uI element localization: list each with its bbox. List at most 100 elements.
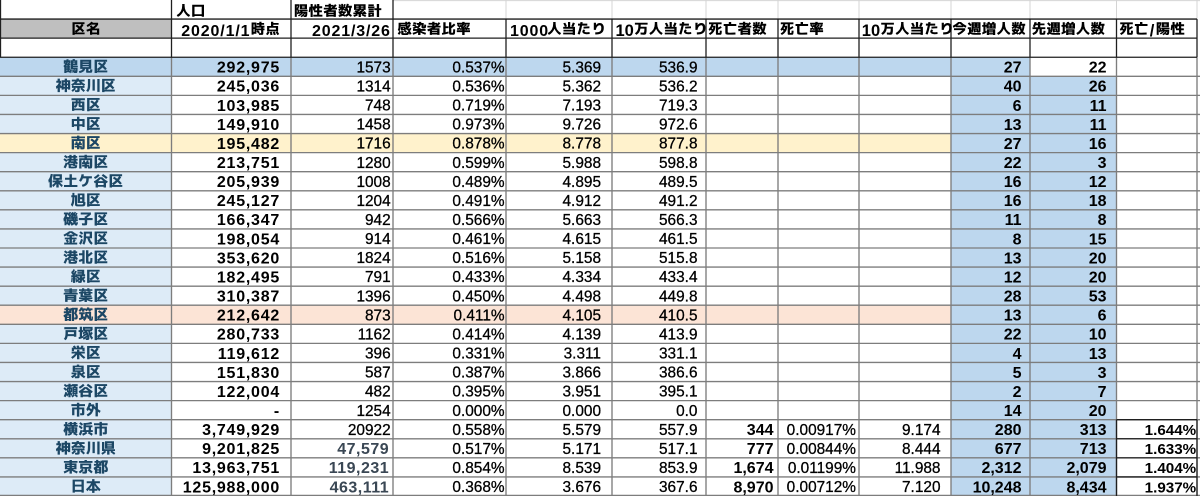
svg-text:8,434: 8,434 [1066, 479, 1106, 496]
svg-text:151,830: 151,830 [217, 365, 280, 382]
svg-text:16: 16 [1089, 136, 1107, 153]
svg-text:367.6: 367.6 [659, 479, 698, 496]
svg-text:10: 10 [1089, 327, 1107, 344]
svg-text:433.4: 433.4 [659, 269, 698, 286]
svg-text:13,963,751: 13,963,751 [192, 460, 280, 477]
svg-text:5.369: 5.369 [562, 59, 601, 76]
svg-text:13: 13 [1004, 308, 1022, 325]
svg-text:5.988: 5.988 [562, 155, 601, 172]
svg-text:27: 27 [1004, 60, 1022, 77]
svg-text:6: 6 [1013, 98, 1022, 115]
svg-text:491.2: 491.2 [659, 193, 698, 210]
svg-text:195,482: 195,482 [217, 136, 280, 153]
svg-text:353,620: 353,620 [217, 250, 280, 267]
svg-text:13: 13 [1004, 117, 1022, 134]
svg-text:386.6: 386.6 [659, 365, 698, 382]
svg-text:0.558%: 0.558% [452, 422, 505, 439]
svg-text:3,749,929: 3,749,929 [202, 422, 280, 439]
svg-text:9,201,825: 9,201,825 [202, 441, 280, 458]
svg-text:47,579: 47,579 [337, 441, 389, 458]
svg-text:0.536%: 0.536% [452, 79, 505, 96]
svg-text:4.139: 4.139 [562, 327, 601, 344]
svg-text:566.3: 566.3 [659, 212, 698, 229]
svg-text:12: 12 [1089, 174, 1107, 191]
svg-text:0.854%: 0.854% [452, 460, 505, 477]
svg-text:557.9: 557.9 [659, 422, 698, 439]
svg-text:20: 20 [1089, 250, 1107, 267]
svg-text:10: 10 [616, 22, 634, 40]
svg-text:536.2: 536.2 [659, 79, 698, 96]
svg-text:0.000%: 0.000% [452, 403, 505, 420]
svg-text:8.444: 8.444 [902, 441, 941, 458]
svg-text:119,612: 119,612 [218, 346, 280, 363]
svg-text:413.9: 413.9 [659, 327, 698, 344]
svg-text:461.5: 461.5 [659, 231, 698, 248]
svg-text:1254: 1254 [356, 403, 391, 420]
svg-text:3.311: 3.311 [564, 346, 601, 363]
svg-text:517.1: 517.1 [659, 441, 698, 458]
svg-text:27: 27 [1004, 136, 1022, 153]
svg-text:5.171: 5.171 [562, 441, 601, 458]
svg-text:0.01199%: 0.01199% [788, 460, 856, 477]
svg-text:1204: 1204 [356, 193, 391, 210]
svg-text:28: 28 [1004, 289, 1022, 306]
svg-text:11: 11 [1090, 117, 1107, 134]
svg-text:0.00917%: 0.00917% [787, 422, 857, 439]
svg-text:719.3: 719.3 [659, 98, 698, 115]
svg-text:8,970: 8,970 [733, 479, 773, 496]
svg-text:149,910: 149,910 [217, 117, 280, 134]
svg-text:1.404%: 1.404% [1145, 460, 1197, 477]
svg-text:1396: 1396 [356, 288, 390, 305]
svg-text:1,674: 1,674 [733, 460, 773, 477]
svg-text:4: 4 [1013, 346, 1022, 363]
svg-text:-: - [274, 403, 280, 420]
svg-text:344: 344 [747, 422, 774, 439]
svg-text:10: 10 [862, 22, 880, 40]
svg-text:0.0: 0.0 [676, 403, 697, 420]
svg-text:198,054: 198,054 [217, 231, 280, 248]
svg-text:396: 396 [365, 346, 391, 363]
svg-text:11: 11 [1090, 98, 1107, 115]
svg-text:3.951: 3.951 [562, 384, 601, 401]
svg-text:0.878%: 0.878% [452, 136, 505, 153]
svg-text:119,231: 119,231 [329, 460, 389, 477]
svg-text:3.676: 3.676 [562, 479, 601, 496]
svg-text:536.9: 536.9 [659, 59, 698, 76]
svg-text:10,248: 10,248 [973, 479, 1022, 496]
svg-text:15: 15 [1089, 231, 1107, 248]
svg-text:942: 942 [365, 212, 391, 229]
svg-text:914: 914 [365, 231, 391, 248]
svg-text:482: 482 [365, 384, 391, 401]
svg-text:2020/1/1: 2020/1/1 [181, 23, 250, 40]
svg-text:1314: 1314 [356, 79, 391, 96]
svg-text:22: 22 [1004, 155, 1022, 172]
svg-text:4.912: 4.912 [562, 193, 601, 210]
svg-text:0.537%: 0.537% [452, 59, 505, 76]
svg-text:2: 2 [1013, 384, 1022, 401]
svg-text:14: 14 [1004, 403, 1022, 420]
svg-text:0.719%: 0.719% [452, 98, 505, 115]
svg-text:0.00712%: 0.00712% [787, 479, 857, 496]
svg-text:0.599%: 0.599% [452, 155, 505, 172]
svg-text:8: 8 [1098, 212, 1107, 229]
svg-text:1008: 1008 [356, 174, 390, 191]
svg-text:8.778: 8.778 [562, 136, 601, 153]
svg-text:3: 3 [1098, 365, 1107, 382]
svg-text:12: 12 [1004, 270, 1022, 287]
svg-text:245,036: 245,036 [217, 79, 280, 96]
svg-text:5: 5 [1013, 365, 1022, 382]
svg-text:3.866: 3.866 [562, 365, 601, 382]
svg-text:3: 3 [1098, 155, 1107, 172]
svg-text:9.174: 9.174 [902, 422, 941, 439]
svg-text:/: / [1150, 22, 1155, 40]
svg-text:18: 18 [1089, 193, 1107, 210]
svg-text:598.8: 598.8 [659, 155, 698, 172]
svg-text:16: 16 [1004, 193, 1022, 210]
svg-text:13: 13 [1004, 250, 1022, 267]
svg-text:1458: 1458 [356, 117, 390, 134]
svg-text:0.395%: 0.395% [452, 384, 505, 401]
svg-text:489.5: 489.5 [659, 174, 698, 191]
svg-text:0.387%: 0.387% [452, 365, 505, 382]
svg-text:5.362: 5.362 [562, 79, 601, 96]
svg-text:166,347: 166,347 [217, 212, 280, 229]
